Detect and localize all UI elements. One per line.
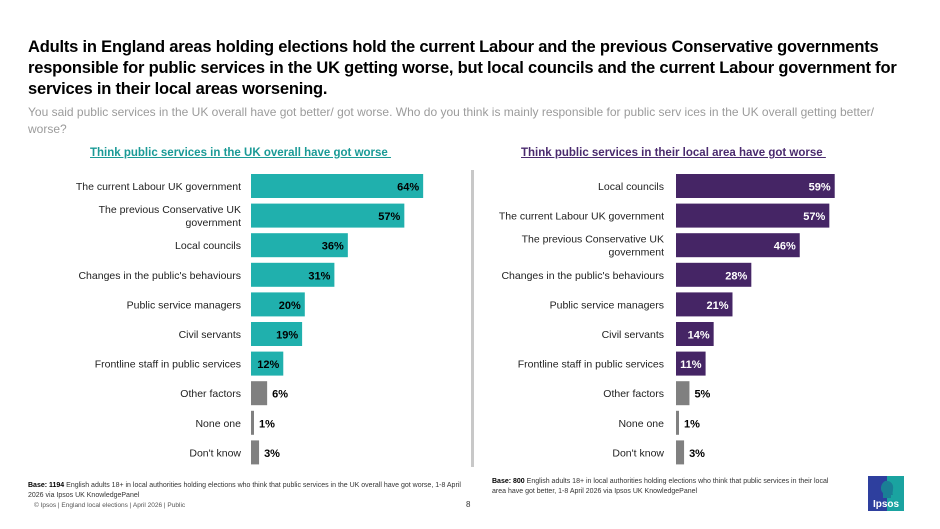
right-category-label-9: Don't know (612, 447, 664, 459)
right-category-label-4: Public service managers (550, 299, 664, 311)
right-value-label-4: 21% (706, 300, 728, 312)
left-bar-9 (251, 440, 260, 465)
left-category-label-6: Frontline staff in public services (95, 359, 241, 371)
right-value-label-2: 46% (774, 241, 796, 253)
svg-text:Ipsos: Ipsos (873, 499, 900, 510)
left-category-label-7: Other factors (180, 388, 241, 400)
left-category-label-9: Don't know (189, 447, 241, 459)
left-bar-5 (251, 322, 303, 346)
right-category-label-3: Changes in the public's behaviours (501, 270, 664, 282)
left-category-label-5: Civil servants (179, 329, 241, 341)
left-bar-3 (251, 262, 335, 287)
left-value-label-8: 1% (259, 418, 275, 430)
left-value-label-7: 6% (272, 389, 288, 401)
right-value-label-6: 11% (680, 359, 702, 371)
left-value-label-5: 19% (276, 330, 298, 342)
left-bar-6 (251, 351, 284, 376)
right-base-text: English adults 18+ in local authorities … (492, 478, 829, 495)
right-category-label-7: Other factors (603, 388, 664, 400)
left-value-label-4: 20% (279, 300, 301, 312)
left-category-label-8: None one (195, 418, 241, 430)
left-category-label-0: The current Labour UK government (76, 181, 241, 193)
left-bar-1 (251, 203, 405, 228)
left-value-label-6: 12% (257, 359, 279, 371)
left-category-label-4: Public service managers (127, 299, 241, 311)
right-category-label-1: The current Labour UK government (499, 211, 664, 223)
left-base-footnote: Base: 1194 English adults 18+ in local a… (28, 481, 468, 501)
right-bar-0 (676, 174, 835, 198)
left-bar-2 (251, 233, 348, 258)
left-chart-title: Think public services in the UK overall … (90, 147, 392, 159)
right-bar-5 (676, 322, 714, 346)
right-value-label-3: 28% (725, 270, 747, 282)
right-category-label-6: Frontline staff in public services (518, 359, 664, 371)
left-category-label-1: The previous Conservative UK government (99, 204, 241, 229)
right-value-label-5: 14% (688, 330, 710, 342)
right-bar-8 (676, 410, 679, 435)
right-chart-title: Think public services in their local are… (521, 147, 826, 159)
right-category-label-8: None one (618, 418, 664, 430)
left-category-label-2: Local councils (175, 240, 241, 252)
left-bar-8 (251, 410, 254, 435)
right-bar-9 (676, 440, 685, 465)
right-bar-6 (676, 351, 706, 376)
chart-divider (471, 170, 474, 467)
question-text: You said public services in the UK overa… (28, 105, 874, 136)
left-base-count: Base: 1194 (28, 482, 65, 489)
right-base-footnote: Base: 800 English adults 18+ in local au… (492, 477, 842, 497)
right-category-label-2: The previous Conservative UK government (522, 234, 664, 259)
ipsos-logo-icon: Ipsos (868, 476, 904, 511)
left-bar-4 (251, 292, 305, 317)
right-value-label-7: 5% (694, 389, 710, 401)
right-value-label-1: 57% (803, 211, 825, 223)
left-category-label-3: Changes in the public's behaviours (78, 270, 241, 282)
right-bar-3 (676, 262, 752, 287)
left-value-label-3: 31% (308, 270, 330, 282)
copyright-text: © Ipsos | England local elections | Apri… (34, 502, 186, 509)
slide-title: Adults in England areas holding election… (28, 38, 897, 98)
right-value-label-8: 1% (684, 418, 700, 430)
left-value-label-1: 57% (378, 211, 400, 223)
right-category-label-0: Local councils (598, 181, 664, 193)
right-bar-2 (676, 233, 800, 258)
right-bar-chart: Local councils 59% The current Labour UK g… (499, 174, 835, 465)
left-bar-0 (251, 174, 424, 198)
right-value-label-0: 59% (809, 182, 831, 194)
left-bar-chart: The current Labour UK government 64% The p… (76, 174, 424, 465)
right-bar-4 (676, 292, 733, 317)
right-bar-7 (676, 381, 690, 406)
page-number: 8 (466, 500, 471, 509)
right-base-count: Base: 800 (492, 478, 525, 485)
left-bar-7 (251, 381, 268, 406)
right-value-label-9: 3% (689, 448, 705, 460)
right-category-label-5: Civil servants (602, 329, 664, 341)
left-value-label-9: 3% (264, 448, 280, 460)
right-bar-1 (676, 203, 830, 228)
left-base-text: English adults 18+ in local authorities … (28, 482, 461, 499)
left-value-label-0: 64% (397, 182, 419, 194)
left-value-label-2: 36% (322, 241, 344, 253)
